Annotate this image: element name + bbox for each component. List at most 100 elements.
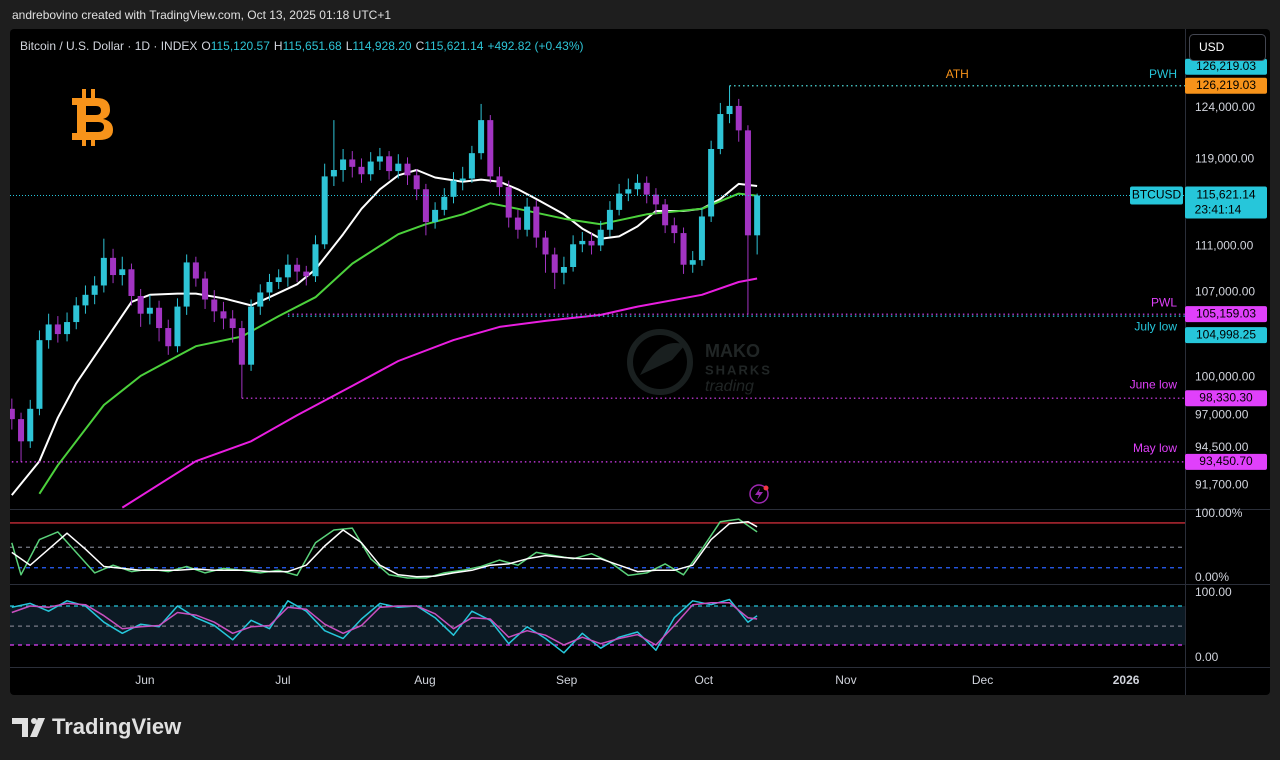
candle-body: [662, 204, 669, 226]
candle-body: [294, 264, 301, 272]
price-tag-label: 126,219.03: [1196, 59, 1256, 73]
candle-body: [459, 178, 466, 181]
price-pane: [10, 85, 1185, 509]
candle-body: [542, 237, 549, 255]
candle-body: [238, 328, 245, 365]
legend-value: 115,621.14: [424, 39, 483, 53]
last-price-label: 115,621.14: [1196, 188, 1255, 202]
legend-title: Bitcoin / U.S. Dollar · 1D · INDEX: [20, 39, 197, 53]
candle-body: [625, 189, 632, 194]
candle-body: [192, 262, 199, 279]
candle-body: [643, 182, 650, 195]
candle-body: [441, 196, 448, 210]
x-tick-label: Jun: [135, 673, 154, 687]
candle-body: [146, 307, 153, 314]
legend-value: 115,651.68: [283, 39, 342, 53]
legend-key: H: [274, 39, 283, 53]
price-tag: [1185, 390, 1267, 407]
logo-stroke: [82, 89, 86, 99]
watermark-text: MAKO: [705, 341, 760, 361]
series-line: [11, 518, 758, 579]
series-line: [11, 601, 758, 646]
candle-body: [616, 193, 623, 210]
price-tag-label: 126,219.03: [1196, 78, 1256, 92]
price-tag-label: 104,998.25: [1196, 327, 1256, 341]
candle-body: [340, 159, 347, 171]
candle-body: [708, 148, 715, 217]
candle-body: [349, 159, 356, 167]
price-tag: [1185, 453, 1267, 470]
y-tick-label: 0.00%: [1195, 570, 1229, 584]
series-line: [38, 192, 758, 495]
symbol-tag: [1130, 186, 1183, 205]
x-tick-label: 2026: [1113, 673, 1140, 687]
legend-key: O: [201, 39, 210, 53]
price-tag-label: 93,450.70: [1199, 454, 1253, 468]
candle-body: [680, 233, 687, 265]
logo-stroke: [91, 89, 95, 99]
candle-body: [18, 419, 25, 442]
price-line-name: ATH: [946, 67, 969, 81]
candle-body: [119, 269, 126, 276]
level-band: [10, 605, 1185, 645]
x-tick-label: Sep: [556, 673, 578, 687]
candle-body: [45, 324, 52, 341]
brand-mark: [30, 718, 45, 737]
price-tag: [1185, 77, 1267, 94]
axes: 91,700.00 94,500.00 97,000.00 100,000.00 107…: [135, 58, 1267, 687]
alert-icon[interactable]: [749, 484, 769, 504]
y-tick-label: 111,000.00: [1195, 239, 1254, 253]
candle-body: [634, 182, 641, 190]
x-tick-label: Jul: [275, 673, 290, 687]
price-tag: [1185, 58, 1267, 75]
candle-body: [257, 292, 264, 307]
candle-body: [496, 176, 503, 188]
alert-circle: [749, 484, 769, 504]
y-tick-label: 94,500.00: [1195, 440, 1249, 454]
logo-b: [72, 98, 113, 140]
candle-body: [54, 324, 61, 335]
x-tick-label: Nov: [835, 673, 856, 687]
candle-body: [597, 229, 604, 246]
header: andrebovino created with TradingView.com…: [12, 8, 391, 22]
candle-body: [560, 267, 567, 273]
candle-body: [27, 408, 34, 442]
candle-body: [220, 311, 227, 319]
countdown-label: 23:41:14: [1195, 203, 1242, 217]
candle-body: [73, 305, 80, 323]
candle-body: [606, 209, 613, 230]
candle-body: [174, 306, 181, 347]
candle-body: [514, 217, 521, 230]
candle-body: [156, 307, 163, 329]
candle-body: [754, 195, 761, 236]
candle-body: [367, 161, 374, 175]
candle-body: [183, 262, 190, 307]
candle-body: [671, 225, 678, 234]
price-line-name: June low: [1130, 377, 1178, 391]
candle-body: [165, 328, 172, 347]
legend-key: C: [416, 39, 425, 53]
candle-body: [266, 281, 273, 293]
candle-body: [202, 278, 209, 300]
price-tag-label: 105,159.03: [1196, 306, 1256, 320]
candle-body: [744, 130, 751, 236]
symbol-tag-label: BTCUSD: [1132, 188, 1182, 202]
currency-button[interactable]: [1189, 34, 1266, 61]
logo-stroke: [91, 137, 95, 146]
candle-body: [91, 285, 98, 295]
currency-label: USD: [1199, 40, 1225, 54]
y-tick-label: 100,000.00: [1195, 369, 1255, 383]
watermark-text: trading: [705, 378, 754, 395]
oscillator-pane: [10, 598, 1185, 654]
candle-body: [588, 240, 595, 246]
candle-body: [386, 156, 393, 172]
candle-body: [100, 257, 107, 286]
brand-mark: [12, 718, 28, 737]
series-line: [121, 277, 758, 509]
x-tick-label: Oct: [694, 673, 713, 687]
price-tag-label: 98,330.30: [1199, 390, 1253, 404]
series-line: [11, 520, 758, 578]
y-tick-label: 100.00: [1195, 585, 1232, 599]
y-tick-label: 107,000.00: [1195, 285, 1255, 299]
